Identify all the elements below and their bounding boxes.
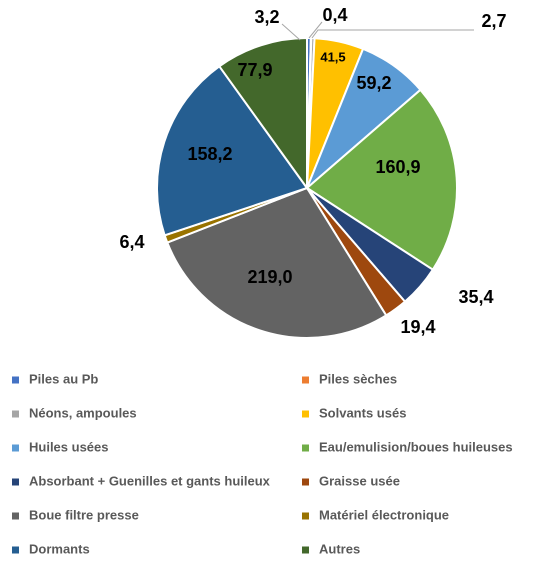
legend-label: Matériel électronique [319,507,449,522]
legend-swatch [302,512,309,520]
legend-label: Graisse usée [319,473,400,488]
legend-swatch [302,478,309,486]
data-label: 219,0 [247,267,292,287]
leader-line [281,23,301,41]
pie-slice [217,36,308,192]
legend-label: Huiles usées [29,439,109,454]
legend-swatch [12,512,19,520]
legend-swatch [12,410,19,418]
data-label: 19,4 [400,317,435,337]
data-label: 6,4 [119,232,144,252]
legend-swatch [12,376,19,384]
legend-swatch [12,546,19,554]
data-label: 59,2 [356,73,391,93]
data-label: 41,5 [320,49,345,64]
pie-slice [156,64,309,237]
legend-label: Boue filtre presse [29,507,139,522]
legend-swatch [302,546,309,554]
pie-slice [165,186,388,339]
data-label: 77,9 [237,60,272,80]
legend-swatch [302,444,309,452]
data-label: 35,4 [458,287,493,307]
legend-swatch [12,444,19,452]
legend-label: Dormants [29,541,90,556]
pie-slice [305,88,458,272]
legend-label: Solvants usés [319,405,406,420]
data-label: 160,9 [375,157,420,177]
legend-label: Autres [319,541,360,556]
legend-label: Absorbant + Guenilles et gants huileux [29,473,271,488]
leader-line [311,29,474,39]
legend-swatch [302,376,309,384]
legend-label: Piles au Pb [29,371,98,386]
data-label: 0,4 [322,5,347,25]
data-label: 3,2 [254,7,279,27]
leader-line [308,21,323,39]
legend-label: Eau/emulision/boues huileuses [319,439,513,454]
legend-swatch [302,410,309,418]
legend-label: Néons, ampoules [29,405,137,420]
data-label: 2,7 [481,11,506,31]
legend-label: Piles sèches [319,371,397,386]
data-label: 158,2 [187,144,232,164]
legend-swatch [12,478,19,486]
